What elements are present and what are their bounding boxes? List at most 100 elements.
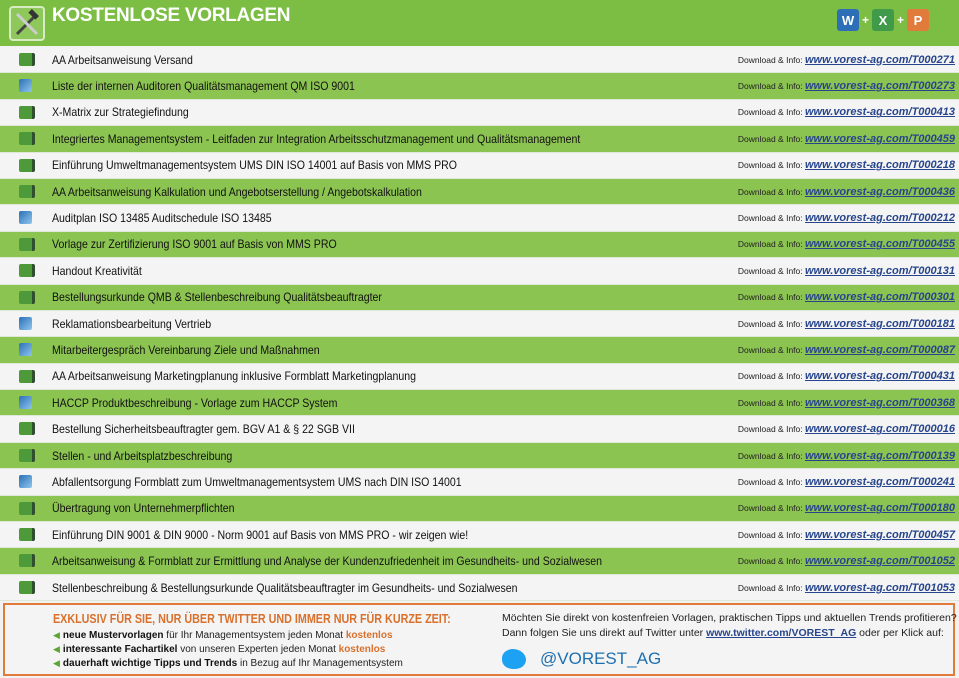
twitter-promo: EXKLUSIV FÜR SIE, NUR ÜBER TWITTER UND I…	[3, 603, 957, 676]
excel-document-icon	[19, 422, 35, 436]
download-info: Download & Info: www.vorest-ag.com/T0004…	[737, 132, 955, 145]
template-name: Stellenbeschreibung & Bestellungsurkunde…	[52, 580, 518, 595]
download-info: Download & Info: www.vorest-ag.com/T0002…	[737, 80, 955, 93]
template-name: AA Arbeitsanweisung Marketingplanung ink…	[52, 369, 416, 384]
download-info: Download & Info: www.vorest-ag.com/T0004…	[737, 238, 955, 251]
table-row: Einführung DIN 9001 & DIN 9000 - Norm 90…	[0, 522, 959, 549]
download-link[interactable]: www.vorest-ag.com/T000431	[805, 370, 955, 383]
twitter-handle[interactable]: @VOREST_AG	[540, 649, 662, 668]
template-name: HACCP Produktbeschreibung - Vorlage zum …	[52, 395, 338, 410]
excel-document-icon	[19, 580, 35, 594]
table-row: Abfallentsorgung Formblatt zum Umweltman…	[0, 469, 959, 496]
twitter-bird-icon	[502, 649, 526, 669]
template-name: Übertragung von Unternehmerpflichten	[52, 501, 235, 516]
table-row: Handout Kreativität Download & Info: www…	[0, 258, 959, 285]
excel-document-icon	[19, 369, 35, 383]
table-row: AA Arbeitsanweisung Kalkulation und Ange…	[0, 178, 959, 206]
promo-bullet: ◀ interessante Fachartikel von unseren Ex…	[53, 644, 386, 655]
download-link[interactable]: www.vorest-ag.com/T000455	[805, 238, 955, 251]
download-info: Download & Info: www.vorest-ag.com/T0001…	[737, 264, 955, 277]
template-name: Mitarbeitergespräch Vereinbarung Ziele u…	[52, 342, 320, 357]
table-row: Integriertes Managementsystem - Leitfade…	[0, 126, 959, 153]
download-link[interactable]: www.vorest-ag.com/T000212	[805, 212, 955, 225]
download-link[interactable]: www.vorest-ag.com/T001052	[805, 555, 955, 568]
excel-document-icon	[19, 53, 35, 66]
template-name: Vorlage zur Zertifizierung ISO 9001 auf …	[52, 237, 337, 252]
download-info: Download & Info: www.vorest-ag.com/T0001…	[737, 449, 955, 462]
twitter-follow-button[interactable]: @VOREST_AG	[502, 649, 661, 669]
download-info: Download & Info: www.vorest-ag.com/T0000…	[737, 423, 955, 436]
download-link[interactable]: www.vorest-ag.com/T000180	[805, 502, 955, 515]
table-row: AA Arbeitsanweisung Versand Download & I…	[0, 47, 959, 74]
download-info: Download & Info: www.vorest-ag.com/T0002…	[737, 53, 955, 66]
download-link[interactable]: www.vorest-ag.com/T000436	[805, 185, 955, 198]
tools-icon	[9, 6, 45, 41]
table-row: AA Arbeitsanweisung Marketingplanung ink…	[0, 363, 959, 391]
template-name: Integriertes Managementsystem - Leitfade…	[52, 131, 581, 146]
table-row: Stellenbeschreibung & Bestellungsurkunde…	[0, 574, 959, 602]
excel-document-icon	[19, 158, 35, 172]
download-link[interactable]: www.vorest-ag.com/T000087	[805, 343, 955, 356]
download-link[interactable]: www.vorest-ag.com/T000016	[805, 423, 955, 436]
template-name: Bestellung Sicherheitsbeauftragter gem. …	[52, 422, 355, 437]
excel-document-icon	[19, 237, 35, 251]
download-link[interactable]: www.vorest-ag.com/T000457	[805, 528, 955, 541]
download-info: Download & Info: www.vorest-ag.com/T0004…	[737, 528, 955, 541]
download-link[interactable]: www.vorest-ag.com/T000413	[805, 106, 955, 119]
excel-document-icon	[19, 264, 35, 278]
excel-icon: X	[871, 9, 894, 31]
template-name: AA Arbeitsanweisung Kalkulation und Ange…	[52, 184, 422, 199]
excel-document-icon	[19, 184, 35, 198]
arrow-icon: ◀	[53, 644, 60, 654]
excel-document-icon	[19, 501, 35, 515]
template-list: AA Arbeitsanweisung Versand Download & I…	[0, 47, 959, 602]
word-document-icon	[19, 475, 32, 489]
template-name: Abfallentsorgung Formblatt zum Umweltman…	[52, 474, 462, 489]
twitter-link[interactable]: www.twitter.com/VOREST_AG	[706, 627, 857, 639]
table-row: Vorlage zur Zertifizierung ISO 9001 auf …	[0, 231, 959, 259]
template-name: Liste der internen Auditoren Qualitätsma…	[52, 79, 355, 94]
download-link[interactable]: www.vorest-ag.com/T000181	[805, 317, 955, 330]
template-name: Auditplan ISO 13485 Auditschedule ISO 13…	[52, 211, 272, 226]
table-row: Bestellungsurkunde QMB & Stellenbeschrei…	[0, 284, 959, 311]
template-name: Bestellungsurkunde QMB & Stellenbeschrei…	[52, 290, 382, 305]
app-icons: W + X + P	[836, 9, 929, 31]
download-link[interactable]: www.vorest-ag.com/T000241	[805, 475, 955, 488]
plus-sign: +	[861, 13, 869, 27]
word-document-icon	[19, 343, 32, 357]
promo-bullet: ◀ neue Mustervorlagen für Ihr Managements…	[53, 630, 393, 641]
download-link[interactable]: www.vorest-ag.com/T000273	[805, 80, 955, 93]
excel-document-icon	[19, 105, 35, 119]
word-icon: W	[836, 9, 859, 31]
template-name: AA Arbeitsanweisung Versand	[52, 52, 193, 67]
download-link[interactable]: www.vorest-ag.com/T000271	[805, 53, 955, 66]
download-link[interactable]: www.vorest-ag.com/T000218	[805, 159, 955, 172]
template-name: Handout Kreativität	[52, 263, 142, 278]
promo-text: Dann folgen Sie uns direkt auf Twitter u…	[502, 627, 944, 639]
download-link[interactable]: www.vorest-ag.com/T000368	[805, 396, 955, 409]
download-info: Download & Info: www.vorest-ag.com/T0002…	[737, 159, 955, 172]
download-link[interactable]: www.vorest-ag.com/T000459	[805, 132, 955, 145]
table-row: Stellen - und Arbeitsplatzbeschreibung D…	[0, 442, 959, 470]
download-link[interactable]: www.vorest-ag.com/T000139	[805, 449, 955, 462]
download-info: Download & Info: www.vorest-ag.com/T0010…	[737, 555, 955, 568]
word-document-icon	[19, 316, 32, 330]
header: KOSTENLOSE VORLAGEN W + X + P	[0, 0, 959, 46]
download-info: Download & Info: www.vorest-ag.com/T0004…	[737, 185, 955, 198]
excel-document-icon	[19, 290, 35, 304]
download-link[interactable]: www.vorest-ag.com/T000131	[805, 264, 955, 277]
excel-document-icon	[19, 132, 35, 146]
download-link[interactable]: www.vorest-ag.com/T001053	[805, 581, 955, 594]
template-name: Reklamationsbearbeitung Vertrieb	[52, 316, 212, 331]
download-info: Download & Info: www.vorest-ag.com/T0010…	[737, 581, 955, 594]
template-name: Einführung DIN 9001 & DIN 9000 - Norm 90…	[52, 527, 469, 542]
download-info: Download & Info: www.vorest-ag.com/T0001…	[737, 317, 955, 330]
download-info: Download & Info: www.vorest-ag.com/T0001…	[737, 502, 955, 515]
template-name: Stellen - und Arbeitsplatzbeschreibung	[52, 448, 233, 463]
download-info: Download & Info: www.vorest-ag.com/T0003…	[737, 291, 955, 304]
table-row: Mitarbeitergespräch Vereinbarung Ziele u…	[0, 337, 959, 364]
promo-text: Möchten Sie direkt von kostenfreien Vorl…	[502, 612, 957, 624]
page-title: KOSTENLOSE VORLAGEN	[52, 5, 291, 26]
word-document-icon	[19, 79, 32, 93]
download-link[interactable]: www.vorest-ag.com/T000301	[805, 291, 955, 304]
